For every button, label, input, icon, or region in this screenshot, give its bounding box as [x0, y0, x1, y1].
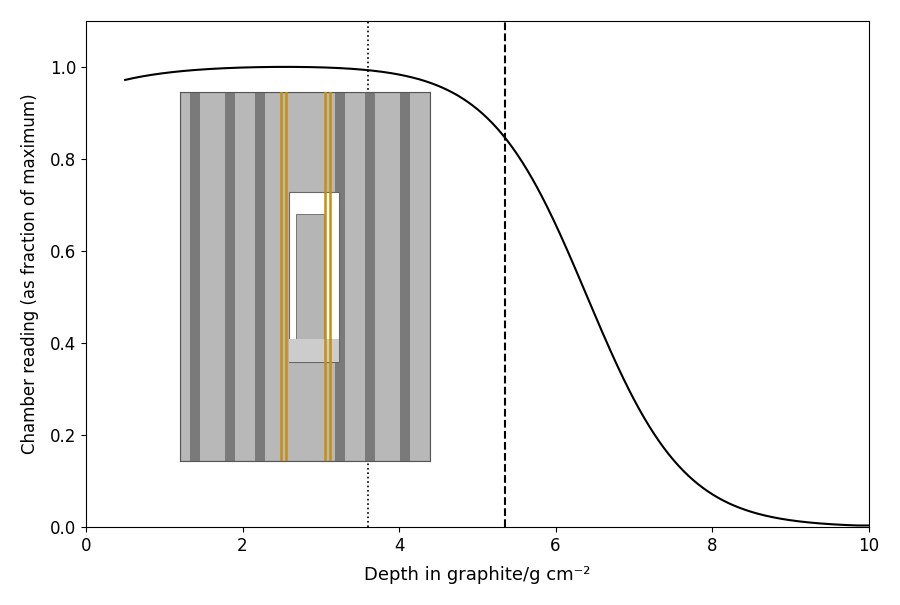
- Y-axis label: Chamber reading (as fraction of maximum): Chamber reading (as fraction of maximum): [21, 94, 39, 454]
- X-axis label: Depth in graphite/g cm⁻²: Depth in graphite/g cm⁻²: [364, 566, 590, 584]
